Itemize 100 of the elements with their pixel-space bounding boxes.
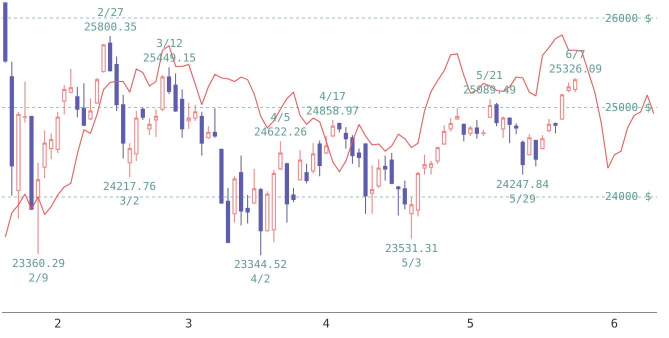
candlestick xyxy=(246,194,250,224)
candlestick xyxy=(566,82,571,93)
candlestick xyxy=(318,140,322,177)
candlestick xyxy=(468,126,472,137)
candlestick xyxy=(448,118,453,132)
candlestick xyxy=(337,122,342,133)
candlestick xyxy=(114,56,119,112)
candlestick xyxy=(232,176,237,224)
candlestick xyxy=(514,123,518,135)
candlestick xyxy=(402,180,407,210)
candlestick xyxy=(265,190,270,232)
x-tick-label: 3 xyxy=(185,316,192,330)
candlestick xyxy=(540,134,544,150)
candlestick xyxy=(154,108,158,138)
candlestick xyxy=(186,102,191,130)
candlestick xyxy=(252,168,256,204)
annotation: 24247.84 5/29 xyxy=(496,178,550,206)
x-tick-label: 5 xyxy=(466,316,474,330)
y-tick-label: 25000 $ xyxy=(605,101,652,114)
candlestick xyxy=(376,158,381,188)
candlestick xyxy=(481,129,486,137)
candlestick xyxy=(370,164,374,214)
candlestick xyxy=(291,187,296,203)
candlestick xyxy=(94,77,100,104)
candlestick xyxy=(534,139,538,167)
candlestick xyxy=(546,118,552,133)
candlestick xyxy=(422,154,427,175)
candlestick xyxy=(160,74,165,112)
candlestick xyxy=(88,98,93,120)
candlestick xyxy=(324,136,328,154)
x-tick-label: 4 xyxy=(322,316,330,330)
candlestick xyxy=(488,98,492,119)
candlestick xyxy=(219,148,224,204)
candlestick xyxy=(344,126,348,150)
candlestick xyxy=(3,2,8,64)
candlestick xyxy=(10,61,14,196)
candlestick xyxy=(573,78,578,93)
candlestick xyxy=(474,119,479,140)
candlestick xyxy=(49,132,54,160)
candlestick xyxy=(553,122,558,134)
candlestick xyxy=(147,118,152,136)
candlestick xyxy=(428,160,434,175)
y-tick-label: 26000 $ xyxy=(605,12,652,25)
candlestick xyxy=(442,124,446,146)
candlestick xyxy=(101,43,106,74)
candlestick xyxy=(284,162,290,224)
candlestick xyxy=(226,187,230,244)
x-tick-label: 2 xyxy=(54,316,62,330)
candlestick xyxy=(520,140,525,176)
candlestick xyxy=(206,126,210,140)
candlestick xyxy=(304,163,309,184)
candlestick xyxy=(278,140,282,170)
annotation: 4/17 24858.97 xyxy=(306,90,359,118)
candlestick xyxy=(494,102,499,127)
candlestick xyxy=(311,142,316,174)
candlestick xyxy=(416,171,420,217)
x-tick-label: 6 xyxy=(610,316,618,330)
line-series xyxy=(4,34,654,238)
candlestick xyxy=(180,89,184,138)
candlestick xyxy=(383,155,388,182)
candlestick xyxy=(390,152,394,185)
annotation: 2/27 25800.35 xyxy=(84,6,137,34)
annotation: 23531.31 5/3 xyxy=(385,242,438,270)
candlestick xyxy=(455,108,460,120)
candlestick xyxy=(500,116,506,138)
annotation: 24217.76 3/2 xyxy=(103,180,156,208)
annotation: 23360.29 2/9 xyxy=(12,257,65,284)
candlestick xyxy=(356,148,362,168)
candlestick xyxy=(108,35,112,72)
candlestick xyxy=(56,111,60,154)
candlestick xyxy=(140,106,145,120)
candlestick xyxy=(298,150,302,182)
candlestick xyxy=(396,186,400,216)
candlestick xyxy=(134,110,138,162)
candlestick xyxy=(272,169,276,243)
candlestick xyxy=(128,142,132,178)
candlestick xyxy=(258,187,263,256)
candlestick xyxy=(330,120,335,138)
candlestick xyxy=(193,104,198,122)
candlestick xyxy=(173,72,178,112)
candlestick xyxy=(68,68,73,94)
candlestick xyxy=(166,66,172,95)
annotation: 23344.52 4/2 xyxy=(234,258,287,286)
candlestick xyxy=(200,111,204,156)
candlestick xyxy=(75,86,80,118)
candlestick xyxy=(508,116,512,144)
candlestick xyxy=(121,94,126,159)
candlestick xyxy=(435,146,440,164)
y-tick-label: 24000 $ xyxy=(605,190,652,203)
candlestick xyxy=(36,162,40,254)
candlestick xyxy=(527,134,532,156)
candlestick xyxy=(42,130,47,178)
candlestick xyxy=(238,155,244,226)
candlestick xyxy=(560,94,564,120)
candlestick xyxy=(62,84,66,116)
candlestick xyxy=(363,142,368,214)
candlestick xyxy=(22,81,28,124)
candlestick xyxy=(212,108,217,138)
candlestick xyxy=(409,197,414,240)
candlestick xyxy=(29,115,34,211)
